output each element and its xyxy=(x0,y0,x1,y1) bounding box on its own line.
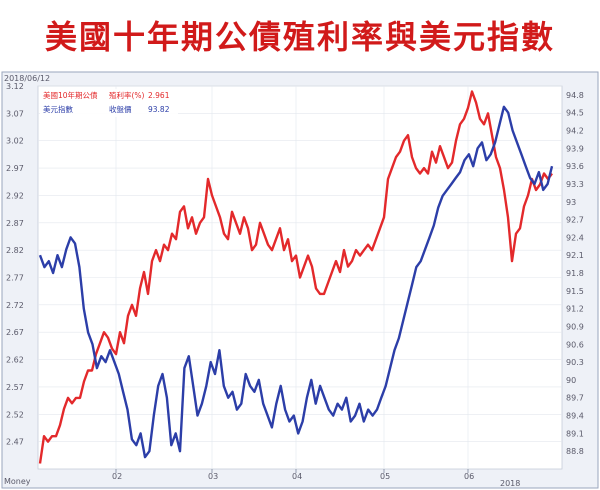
left-tick-label: 2.67 xyxy=(6,328,24,337)
right-tick-label: 93 xyxy=(566,198,576,207)
left-axis: 3.12 3.07 3.02 2.97 2.92 2.87 2.82 2.77 2.72 2.67… xyxy=(6,82,24,447)
right-tick-label: 91.2 xyxy=(566,305,584,314)
legend-yield-field: 殖利率(%) xyxy=(109,90,145,100)
x-tick-label: 03 xyxy=(208,472,218,481)
legend-dxy-field: 收盤價 xyxy=(109,104,132,114)
legend-dxy-name: 美元指數 xyxy=(43,104,73,114)
chart: 2018/06/12 3.12 3.07 3.02 2.97 2.92 2.87 2.82 2… xyxy=(1,71,599,489)
right-tick-label: 92.4 xyxy=(566,233,584,242)
left-tick-label: 2.82 xyxy=(6,246,24,255)
right-tick-label: 90.9 xyxy=(566,322,584,331)
right-tick-label: 94.8 xyxy=(566,91,584,100)
x-year-label: 2018 xyxy=(500,479,520,488)
right-tick-label: 91.5 xyxy=(566,287,584,296)
right-tick-label: 93.6 xyxy=(566,162,584,171)
left-tick-label: 3.12 xyxy=(6,82,24,91)
date-label: 2018/06/12 xyxy=(4,74,50,83)
x-tick-label: 04 xyxy=(292,472,302,481)
left-tick-label: 2.72 xyxy=(6,301,24,310)
right-tick-label: 90.3 xyxy=(566,358,584,367)
right-tick-label: 94.2 xyxy=(566,127,584,136)
left-tick-label: 2.97 xyxy=(6,164,24,173)
right-axis: 94.8 94.5 94.2 93.9 93.6 93.3 93 92.7 92.4 92.1 91… xyxy=(566,91,584,456)
right-tick-label: 90 xyxy=(566,376,576,385)
x-tick-label: 06 xyxy=(464,472,474,481)
legend-dxy-value: 93.82 xyxy=(148,105,170,114)
left-tick-label: 2.57 xyxy=(6,383,24,392)
x-tick-label: 02 xyxy=(112,472,122,481)
right-tick-label: 93.9 xyxy=(566,144,584,153)
right-tick-label: 89.4 xyxy=(566,412,584,421)
right-tick-label: 92.7 xyxy=(566,216,584,225)
legend-box xyxy=(40,89,178,117)
left-tick-label: 3.07 xyxy=(6,109,24,118)
left-tick-label: 3.02 xyxy=(6,137,24,146)
legend-yield-value: 2.961 xyxy=(148,91,170,100)
right-tick-label: 94.5 xyxy=(566,109,584,118)
left-tick-label: 2.52 xyxy=(6,410,24,419)
series-lines xyxy=(38,90,554,464)
left-tick-label: 2.77 xyxy=(6,274,24,283)
left-tick-label: 2.87 xyxy=(6,219,24,228)
series-line-dollar-index xyxy=(38,105,554,459)
series-line-yield xyxy=(38,90,553,464)
x-tick-label: 05 xyxy=(380,472,390,481)
left-tick-label: 2.47 xyxy=(6,438,24,447)
right-tick-label: 91.8 xyxy=(566,269,584,278)
right-tick-label: 89.7 xyxy=(566,394,584,403)
left-tick-label: 2.62 xyxy=(6,356,24,365)
x-axis: 02 03 04 05 06 xyxy=(112,469,474,481)
right-tick-label: 90.6 xyxy=(566,340,584,349)
right-tick-label: 92.1 xyxy=(566,251,584,260)
right-tick-label: 88.8 xyxy=(566,447,584,456)
chart-title: 美國十年期公債殖利率與美元指數 xyxy=(44,18,555,56)
footer-label: Monеy xyxy=(4,477,31,486)
right-tick-label: 89.1 xyxy=(566,429,584,438)
right-tick-label: 93.3 xyxy=(566,180,584,189)
legend-yield-name: 美國10年期公債 xyxy=(43,90,98,100)
left-tick-label: 2.92 xyxy=(6,191,24,200)
